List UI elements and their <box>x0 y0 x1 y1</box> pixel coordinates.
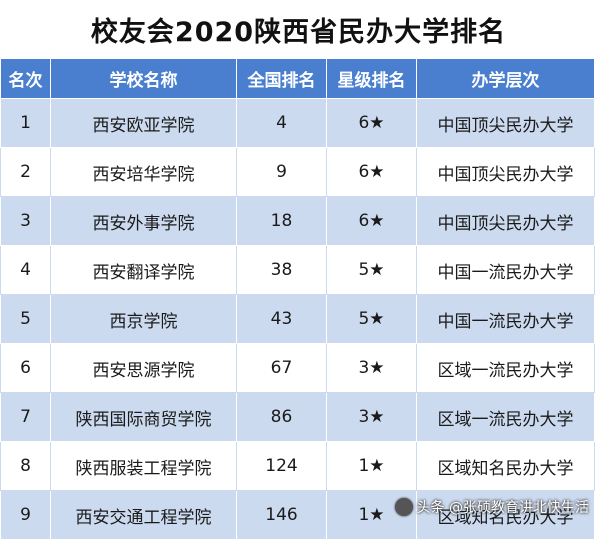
cell-national-rank: 43 <box>236 294 327 344</box>
cell-star-rank: 6★ <box>326 98 417 148</box>
header-rank: 名次 <box>0 58 51 99</box>
cell-level: 区域知名民办大学 <box>416 441 595 491</box>
cell-school-name: 西安欧亚学院 <box>50 98 237 148</box>
cell-rank: 4 <box>0 245 51 295</box>
cell-star-rank: 6★ <box>326 147 417 197</box>
cell-national-rank: 4 <box>236 98 327 148</box>
cell-rank: 7 <box>0 392 51 442</box>
header-row: 名次 学校名称 全国排名 星级排名 办学层次 <box>0 58 595 99</box>
cell-national-rank: 38 <box>236 245 327 295</box>
cell-star-rank: 1★ <box>326 441 417 491</box>
table-row: 3 西安外事学院 18 6★ 中国顶尖民办大学 <box>0 196 595 246</box>
cell-star-rank: 5★ <box>326 294 417 344</box>
cell-rank: 8 <box>0 441 51 491</box>
cell-star-rank: 3★ <box>326 392 417 442</box>
table-row: 6 西安思源学院 67 3★ 区域一流民办大学 <box>0 343 595 393</box>
cell-national-rank: 67 <box>236 343 327 393</box>
watermark: 头条 @张硕教育讲北快生活 <box>394 497 589 517</box>
cell-level: 中国一流民办大学 <box>416 294 595 344</box>
cell-rank: 9 <box>0 490 51 540</box>
table-row: 4 西安翻译学院 38 5★ 中国一流民办大学 <box>0 245 595 295</box>
cell-national-rank: 18 <box>236 196 327 246</box>
cell-level: 区域一流民办大学 <box>416 392 595 442</box>
cell-school-name: 西京学院 <box>50 294 237 344</box>
cell-rank: 1 <box>0 98 51 148</box>
ranking-table: 名次 学校名称 全国排名 星级排名 办学层次 1 西安欧亚学院 4 6★ 中国顶… <box>0 58 595 540</box>
watermark-text: 头条 @张硕教育讲北快生活 <box>416 500 589 516</box>
cell-school-name: 西安交通工程学院 <box>50 490 237 540</box>
cell-level: 区域一流民办大学 <box>416 343 595 393</box>
cell-rank: 2 <box>0 147 51 197</box>
cell-rank: 5 <box>0 294 51 344</box>
cell-school-name: 陕西国际商贸学院 <box>50 392 237 442</box>
cell-national-rank: 146 <box>236 490 327 540</box>
cell-level: 中国顶尖民办大学 <box>416 147 595 197</box>
table-row: 7 陕西国际商贸学院 86 3★ 区域一流民办大学 <box>0 392 595 442</box>
header-national-rank: 全国排名 <box>236 58 327 99</box>
header-school-name: 学校名称 <box>50 58 237 99</box>
cell-rank: 6 <box>0 343 51 393</box>
table-row: 2 西安培华学院 9 6★ 中国顶尖民办大学 <box>0 147 595 197</box>
cell-school-name: 西安翻译学院 <box>50 245 237 295</box>
table-row: 5 西京学院 43 5★ 中国一流民办大学 <box>0 294 595 344</box>
cell-star-rank: 3★ <box>326 343 417 393</box>
cell-national-rank: 86 <box>236 392 327 442</box>
header-level: 办学层次 <box>416 58 595 99</box>
cell-star-rank: 5★ <box>326 245 417 295</box>
cell-rank: 3 <box>0 196 51 246</box>
cell-level: 中国一流民办大学 <box>416 245 595 295</box>
watermark-logo-icon <box>394 498 413 516</box>
cell-star-rank: 6★ <box>326 196 417 246</box>
cell-school-name: 西安培华学院 <box>50 147 237 197</box>
page-title: 校友会2020陕西省民办大学排名 <box>90 16 507 48</box>
cell-level: 中国顶尖民办大学 <box>416 98 595 148</box>
cell-national-rank: 9 <box>236 147 327 197</box>
cell-level: 中国顶尖民办大学 <box>416 196 595 246</box>
header-star-rank: 星级排名 <box>326 58 417 99</box>
cell-school-name: 西安思源学院 <box>50 343 237 393</box>
cell-national-rank: 124 <box>236 441 327 491</box>
table-row: 1 西安欧亚学院 4 6★ 中国顶尖民办大学 <box>0 98 595 148</box>
cell-school-name: 陕西服装工程学院 <box>50 441 237 491</box>
table-row: 8 陕西服装工程学院 124 1★ 区域知名民办大学 <box>0 441 595 491</box>
cell-school-name: 西安外事学院 <box>50 196 237 246</box>
